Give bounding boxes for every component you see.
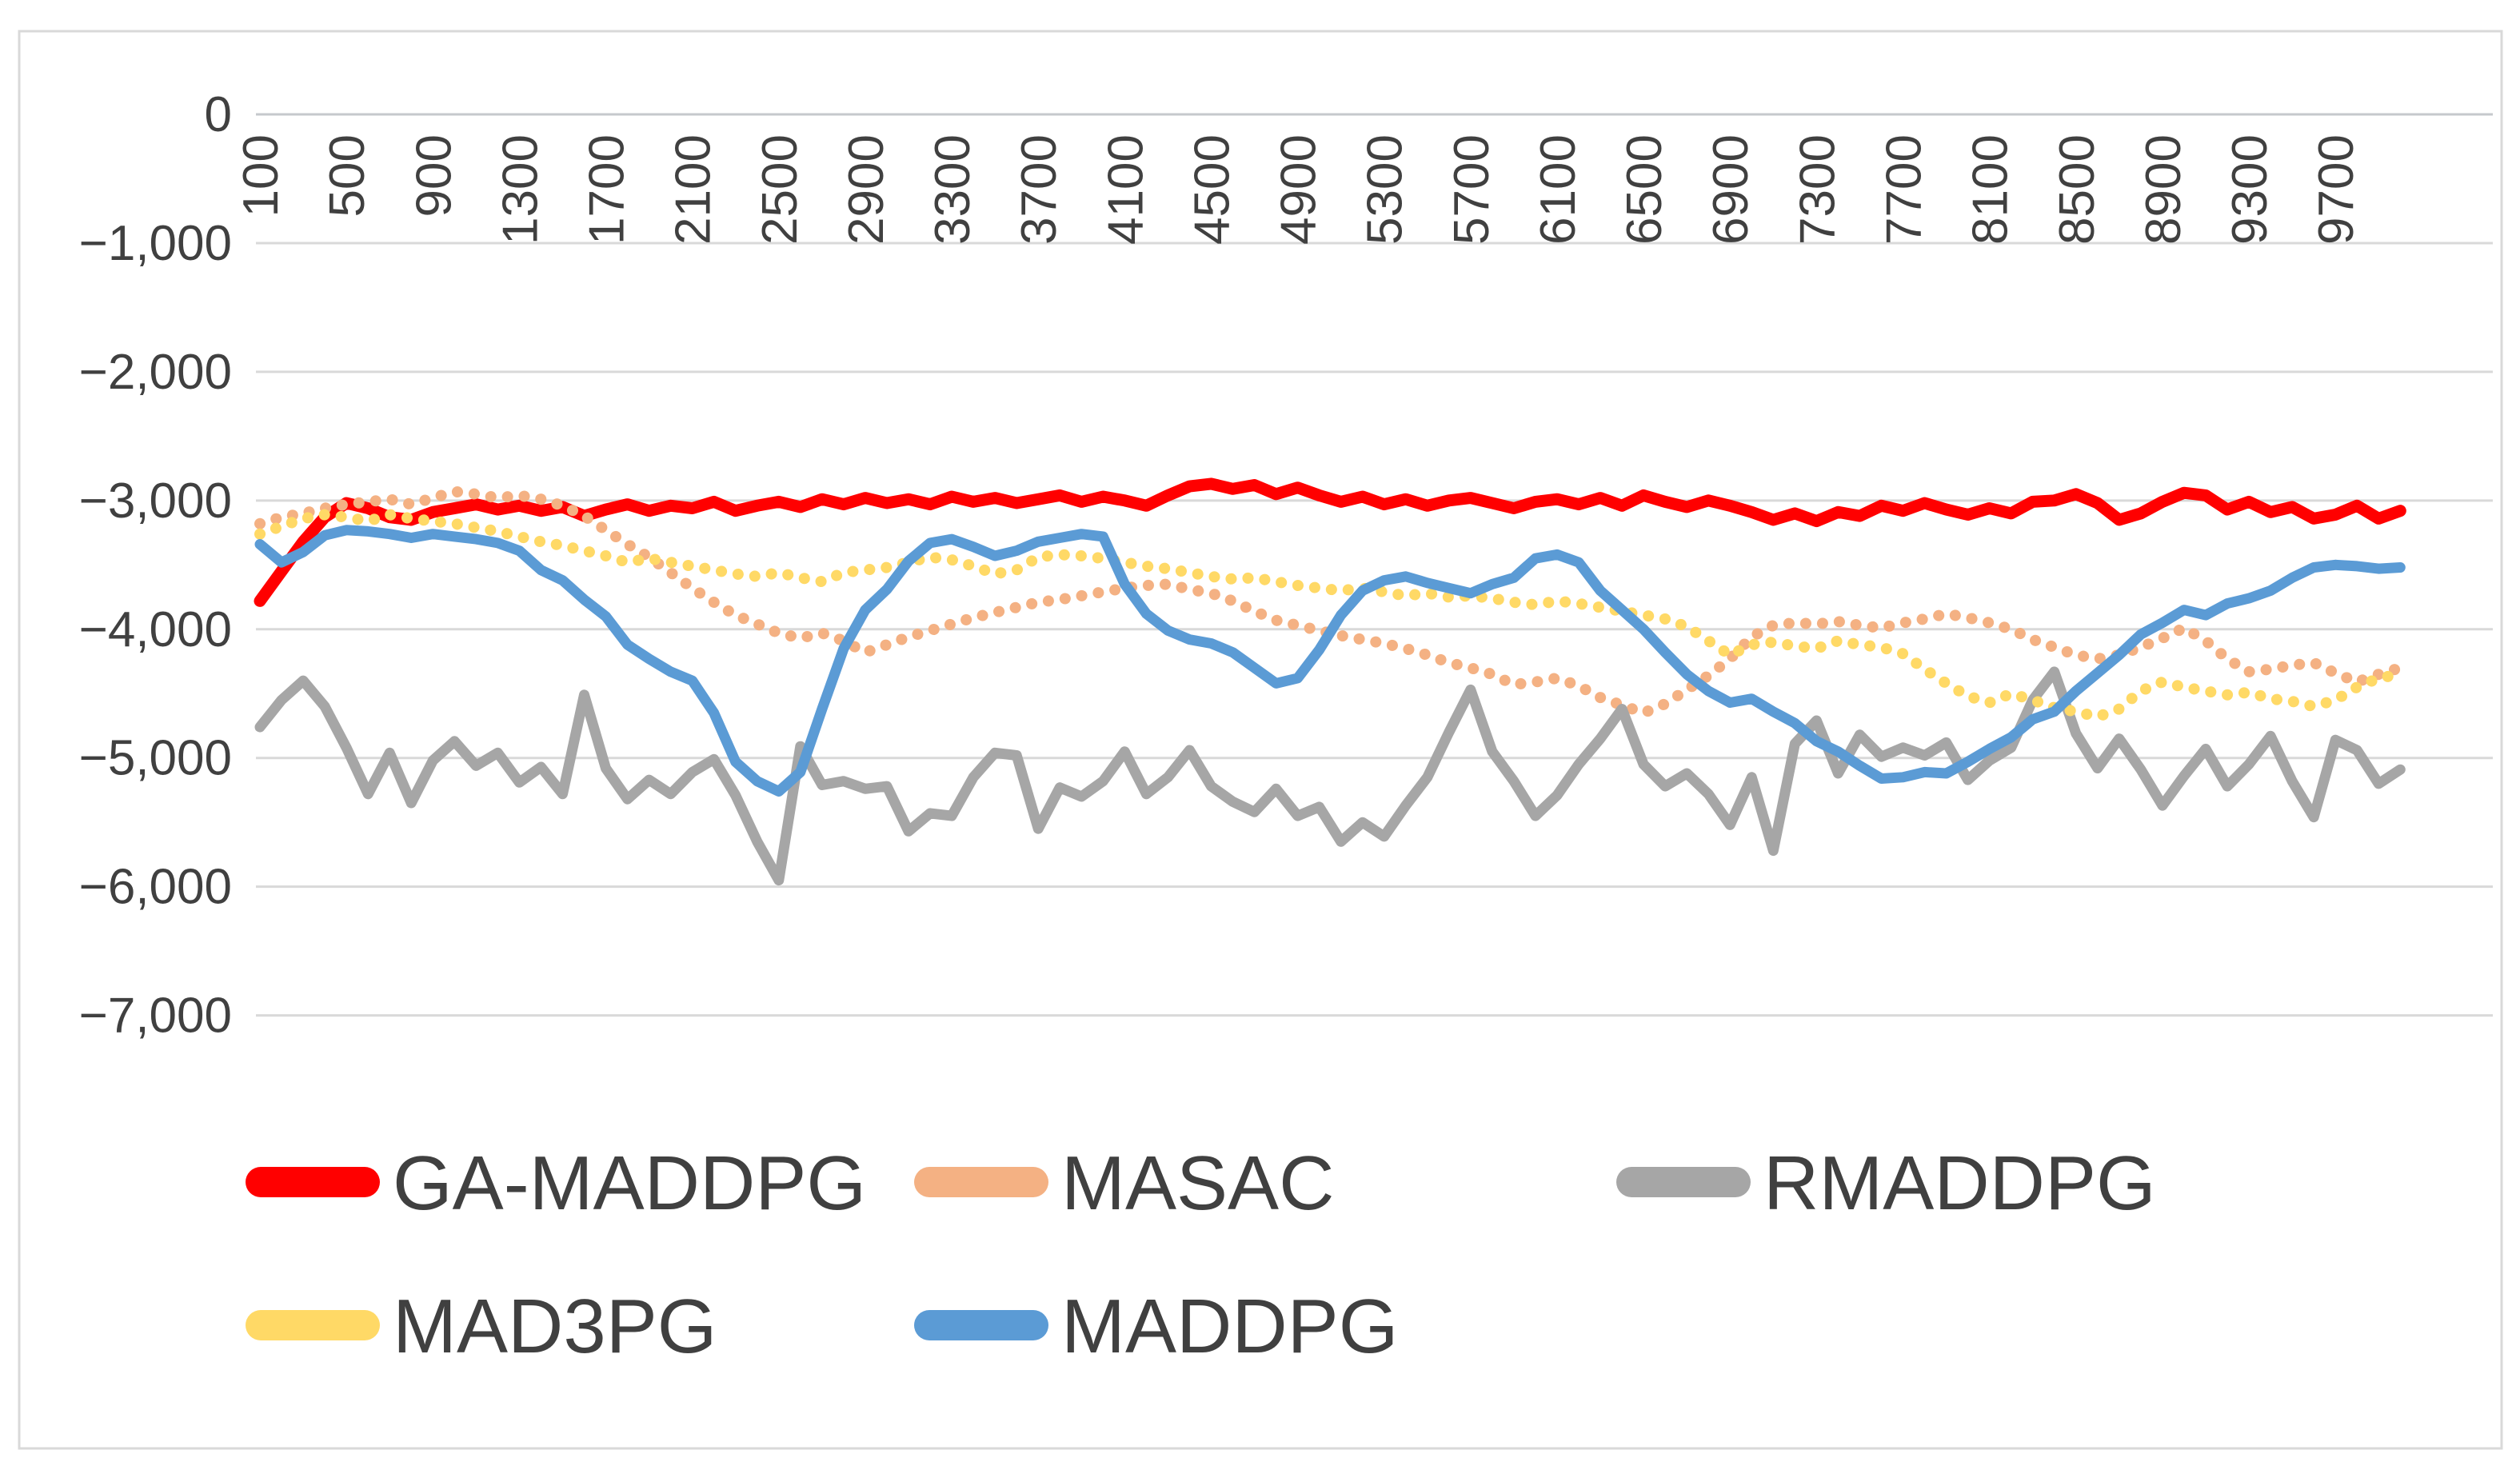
y-axis-tick-labels: 0 −1,000 −2,000 −3,000 −4,000 −5,000 −6,000 −7,… [79, 87, 232, 1044]
x-tick-label: 2900 [839, 134, 894, 245]
x-tick-label: 7300 [1790, 134, 1845, 245]
x-tick-label: 6900 [1703, 134, 1759, 245]
x-tick-label: 9300 [2222, 134, 2278, 245]
legend-label-ga-maddpg: GA-MADDPG [393, 1140, 866, 1226]
legend: GA-MADDPG MASAC RMADDPG MAD3PG MADDPG [246, 1140, 2156, 1369]
chart-frame [18, 30, 2503, 1450]
series-line-ga-maddpg [254, 477, 2406, 607]
chart-border [18, 30, 2503, 1450]
x-tick-label: 6100 [1531, 134, 1586, 245]
x-tick-label: 4900 [1272, 134, 1327, 245]
data-series-lines [254, 477, 2406, 886]
x-axis-tick-labels: 100 500 900 1300 1700 2100 2500 2900 3300 3700 410… [234, 134, 2364, 245]
x-tick-label: 8100 [1963, 134, 2019, 245]
x-tick-label: 2500 [753, 134, 808, 245]
x-tick-label: 4100 [1098, 134, 1153, 245]
x-tick-label: 5300 [1358, 134, 1413, 245]
legend-label-rmaddpg: RMADDPG [1763, 1140, 2156, 1226]
y-tick-label: −5,000 [79, 731, 232, 786]
legend-label-maddpg: MADDPG [1061, 1284, 1398, 1369]
x-tick-label: 6500 [1617, 134, 1672, 245]
x-tick-label: 5700 [1444, 134, 1500, 245]
y-tick-label: −2,000 [79, 345, 232, 400]
x-tick-label: 1300 [493, 134, 548, 245]
series-line-maddpg [254, 525, 2406, 797]
x-tick-label: 3300 [925, 134, 980, 245]
x-tick-label: 8900 [2136, 134, 2191, 245]
x-tick-label: 2100 [666, 134, 721, 245]
series-line-mad3pg [254, 509, 2406, 723]
series-line-rmaddpg [254, 666, 2406, 886]
x-tick-label: 1700 [580, 134, 635, 245]
y-tick-label: 0 [205, 87, 232, 142]
x-tick-label: 8500 [2050, 134, 2105, 245]
gridlines [256, 113, 2493, 1017]
legend-label-mad3pg: MAD3PG [393, 1284, 717, 1369]
x-tick-label: 500 [320, 134, 375, 217]
y-tick-label: −7,000 [79, 989, 232, 1044]
y-tick-label: −6,000 [79, 860, 232, 915]
y-tick-label: −3,000 [79, 473, 232, 529]
x-tick-label: 100 [234, 134, 289, 217]
x-tick-label: 7700 [1877, 134, 1932, 245]
x-tick-label: 900 [406, 134, 461, 217]
x-tick-label: 4500 [1184, 134, 1240, 245]
y-tick-label: −1,000 [79, 216, 232, 271]
x-tick-label: 3700 [1012, 134, 1067, 245]
legend-label-masac: MASAC [1061, 1140, 1334, 1226]
y-tick-label: −4,000 [79, 602, 232, 657]
x-tick-label: 9700 [2309, 134, 2364, 245]
